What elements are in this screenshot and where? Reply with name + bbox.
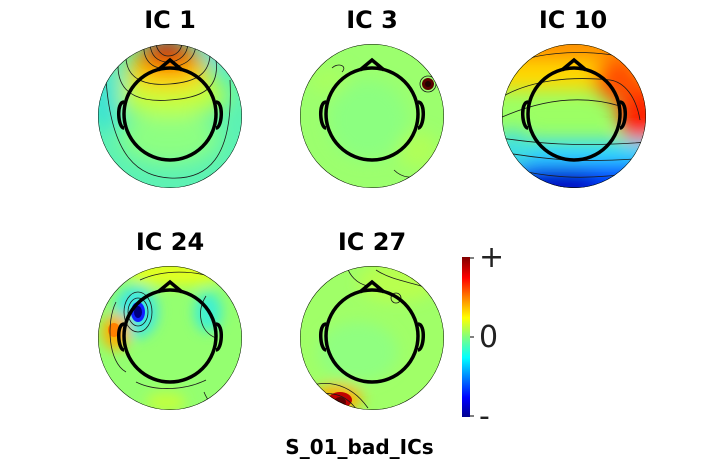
ic3-topoplot	[300, 44, 444, 188]
ic10-title: IC 10	[538, 6, 608, 34]
ic24-topoplot	[98, 266, 242, 410]
ic27-topoplot	[300, 266, 444, 410]
colorbar-plus-label: +	[479, 240, 505, 275]
ic24-title: IC 24	[135, 228, 205, 256]
ic3-title: IC 3	[346, 6, 398, 34]
ic1-title: IC 1	[144, 6, 196, 34]
colorbar-minus-label: -	[479, 399, 490, 434]
ic27-title: IC 27	[337, 228, 407, 256]
ic10-topoplot	[502, 44, 646, 188]
ic1-topoplot	[98, 44, 242, 188]
colorbar	[462, 257, 474, 417]
colorbar-zero-label: 0	[479, 320, 499, 355]
figure-title: S_01_bad_ICs	[285, 435, 434, 459]
